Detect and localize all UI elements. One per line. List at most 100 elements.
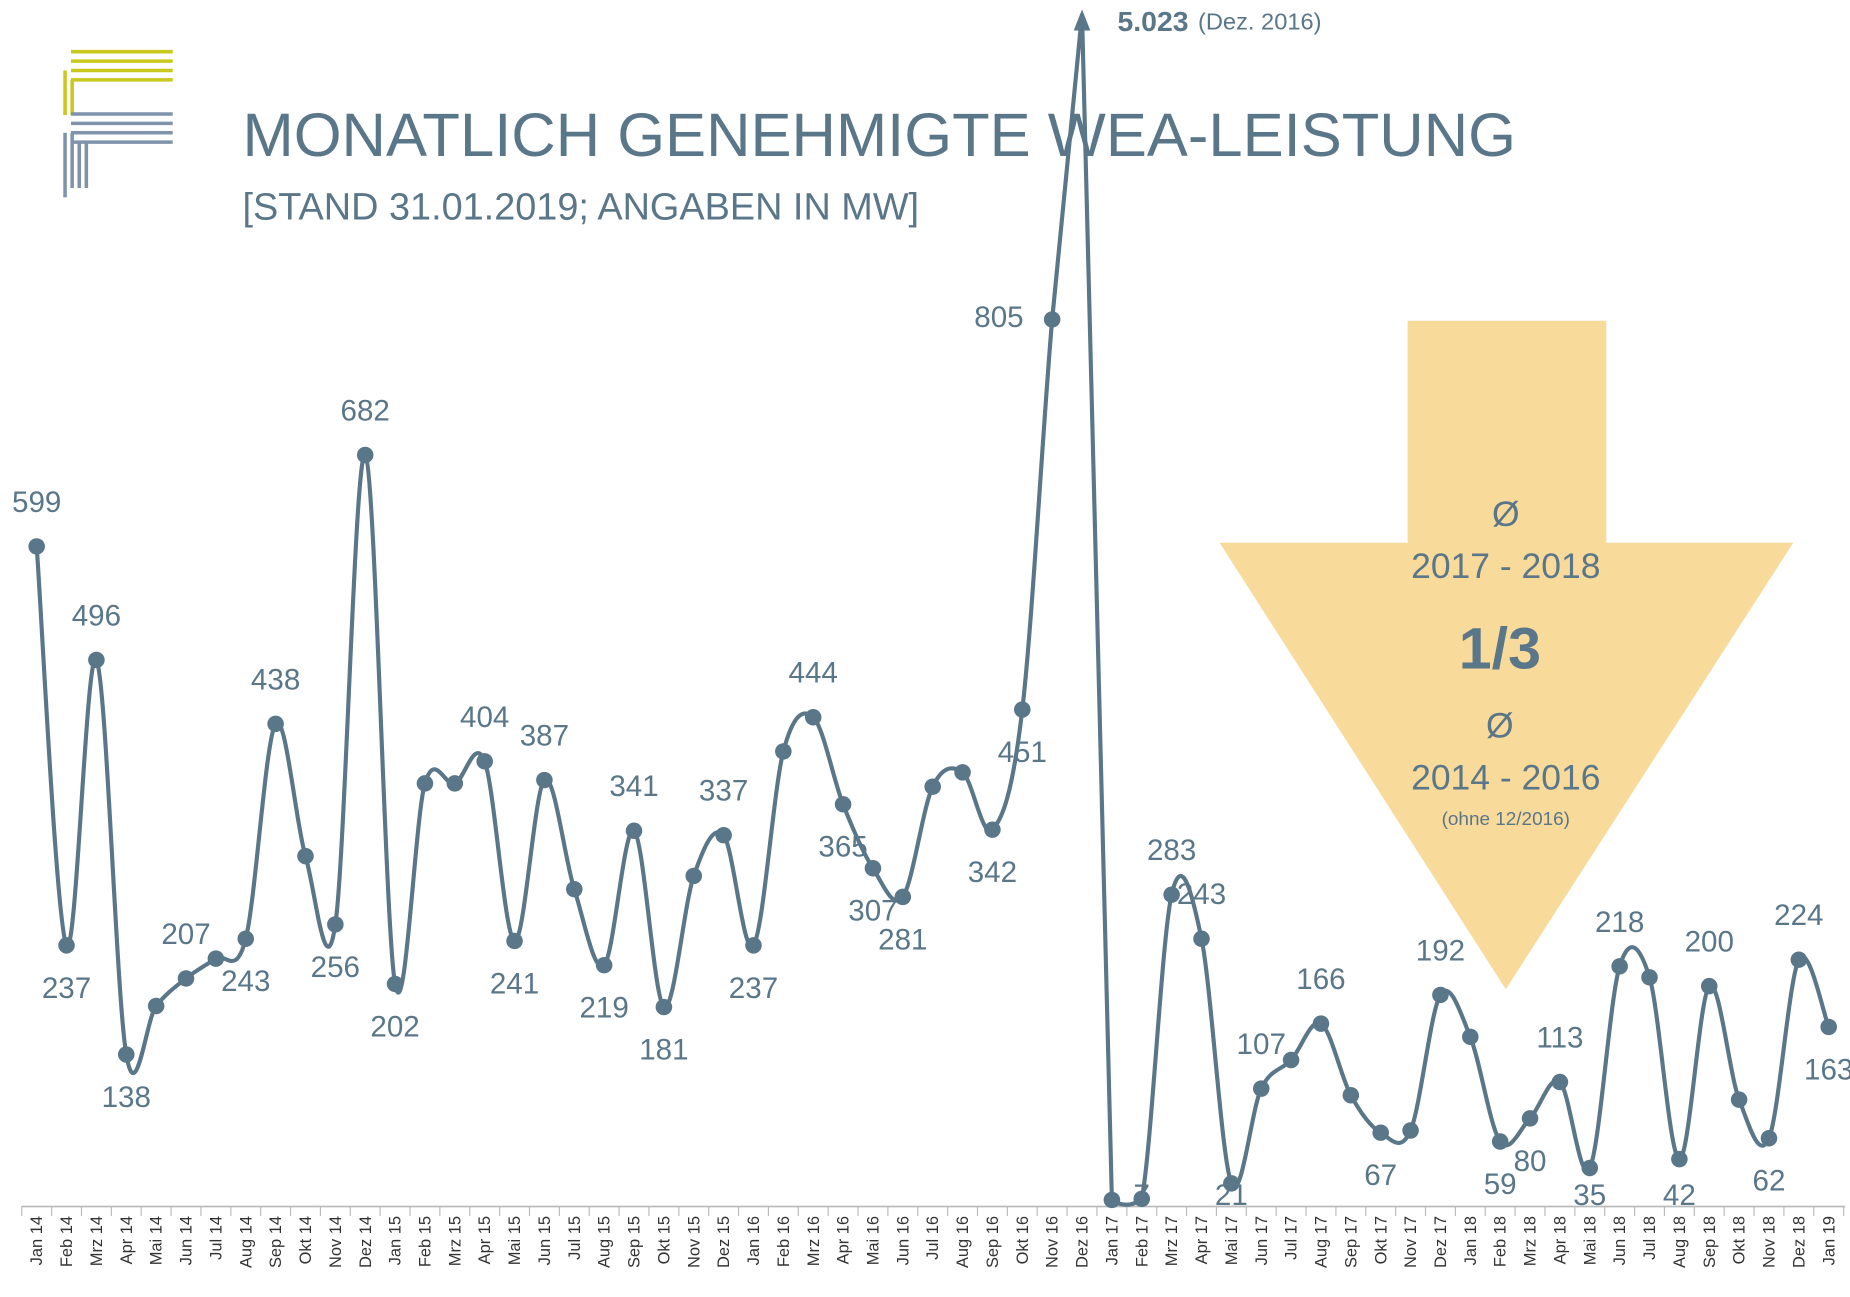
- point: [685, 867, 703, 885]
- x-tick-label: Jun 14: [178, 1216, 196, 1265]
- callout-text: 2014 - 2016: [1411, 758, 1600, 797]
- point: [1611, 958, 1628, 975]
- point: [1462, 1028, 1479, 1046]
- data-label: 599: [12, 486, 61, 519]
- x-tick-label: Jan 16: [745, 1216, 763, 1265]
- x-tick-label: Dez 15: [715, 1216, 733, 1268]
- data-label: 67: [1364, 1159, 1397, 1192]
- data-label: 404: [460, 701, 509, 734]
- x-tick-label: Dez 18: [1790, 1216, 1808, 1268]
- callout-arrow: [1219, 320, 1794, 990]
- x-tick-label: Nov 18: [1760, 1216, 1778, 1268]
- data-label: 805: [974, 301, 1023, 334]
- x-tick-label: Aug 14: [237, 1216, 255, 1268]
- x-tick-label: Mai 17: [1223, 1216, 1241, 1265]
- point: [147, 997, 165, 1015]
- point: [237, 930, 255, 947]
- point: [1551, 1073, 1569, 1091]
- x-tick-label: Aug 17: [1312, 1216, 1330, 1268]
- x-tick-label: Aug 15: [596, 1216, 614, 1268]
- point: [1163, 886, 1180, 903]
- data-label: 341: [609, 770, 658, 803]
- point: [446, 775, 464, 792]
- x-tick-label: Jan 19: [1820, 1216, 1838, 1265]
- data-label: 202: [370, 1010, 419, 1043]
- data-label: 387: [520, 720, 569, 753]
- x-tick-label: Apr 14: [118, 1216, 136, 1264]
- point: [506, 932, 523, 950]
- callout-text: Ø: [1486, 707, 1514, 746]
- point: [1641, 969, 1658, 986]
- point: [775, 743, 792, 760]
- x-tick-label: Feb 14: [58, 1216, 76, 1267]
- x-tick-label: Feb 18: [1492, 1216, 1510, 1267]
- point: [476, 753, 493, 770]
- point: [1820, 1018, 1837, 1036]
- point: [1342, 1087, 1360, 1104]
- point: [177, 970, 195, 987]
- point: [834, 796, 852, 813]
- point: [1730, 1091, 1748, 1108]
- data-label: 192: [1416, 935, 1465, 968]
- point: [1760, 1129, 1778, 1147]
- data-label: 243: [221, 965, 270, 998]
- point: [655, 998, 673, 1016]
- x-tick-label: Jul 17: [1283, 1216, 1301, 1260]
- point: [1103, 1191, 1121, 1209]
- logo: [63, 49, 173, 198]
- x-tick-label: Nov 17: [1402, 1216, 1420, 1268]
- x-tick-label: Okt 16: [1014, 1216, 1032, 1264]
- point: [1790, 951, 1808, 968]
- point: [1372, 1124, 1389, 1141]
- data-label: 444: [789, 657, 838, 690]
- data-label: 682: [341, 395, 390, 428]
- data-label: 224: [1774, 899, 1823, 932]
- point: [1252, 1080, 1270, 1097]
- data-label: 283: [1147, 834, 1196, 867]
- point: [356, 446, 374, 464]
- x-tick-label: Mrz 17: [1163, 1216, 1181, 1266]
- x-tick-label: Feb 15: [416, 1216, 434, 1267]
- x-tick-label: Sep 18: [1701, 1216, 1719, 1268]
- x-tick-label: Sep 17: [1342, 1216, 1360, 1268]
- x-tick-label: Mai 18: [1581, 1216, 1599, 1265]
- callout-note: (ohne 12/2016): [1442, 808, 1570, 829]
- point: [1043, 311, 1061, 328]
- data-label: 219: [579, 992, 628, 1025]
- data-label: 496: [72, 600, 121, 633]
- x-tick-label: Jan 17: [1103, 1216, 1121, 1265]
- point: [745, 937, 762, 954]
- point: [1014, 701, 1031, 718]
- x-tick-label: Jan 14: [28, 1216, 46, 1265]
- x-tick-label: Jul 14: [207, 1216, 225, 1260]
- chart-subtitle: [STAND 31.01.2019; ANGABEN IN MW]: [242, 186, 919, 228]
- data-label: 21: [1215, 1179, 1248, 1212]
- data-label: 80: [1514, 1145, 1547, 1178]
- point: [386, 975, 404, 993]
- data-label: 451: [998, 736, 1047, 769]
- x-tick-label: Jul 16: [924, 1216, 942, 1260]
- point: [1491, 1133, 1509, 1150]
- point: [28, 538, 45, 555]
- x-tick-label: Feb 16: [775, 1216, 793, 1267]
- point: [625, 822, 643, 839]
- data-label: 237: [42, 972, 91, 1005]
- break-arrow-head: [1073, 9, 1091, 31]
- data-label: 218: [1595, 906, 1644, 939]
- point: [595, 956, 613, 974]
- point: [1312, 1015, 1330, 1032]
- point: [1223, 1175, 1240, 1192]
- point: [1402, 1122, 1419, 1139]
- x-tick-label: Jul 18: [1641, 1216, 1659, 1260]
- x-tick-label: Mai 14: [148, 1216, 166, 1265]
- data-label: 307: [848, 895, 897, 928]
- data-label: 7: [1134, 1179, 1150, 1212]
- x-tick-label: Dez 14: [357, 1216, 375, 1268]
- data-label: 166: [1296, 963, 1345, 996]
- point: [58, 937, 75, 954]
- x-tick-label: Mai 16: [864, 1216, 882, 1265]
- data-label: 438: [251, 663, 300, 696]
- x-tick-label: Okt 14: [297, 1216, 315, 1264]
- point: [207, 950, 225, 967]
- x-tick-label: Jun 18: [1611, 1216, 1629, 1265]
